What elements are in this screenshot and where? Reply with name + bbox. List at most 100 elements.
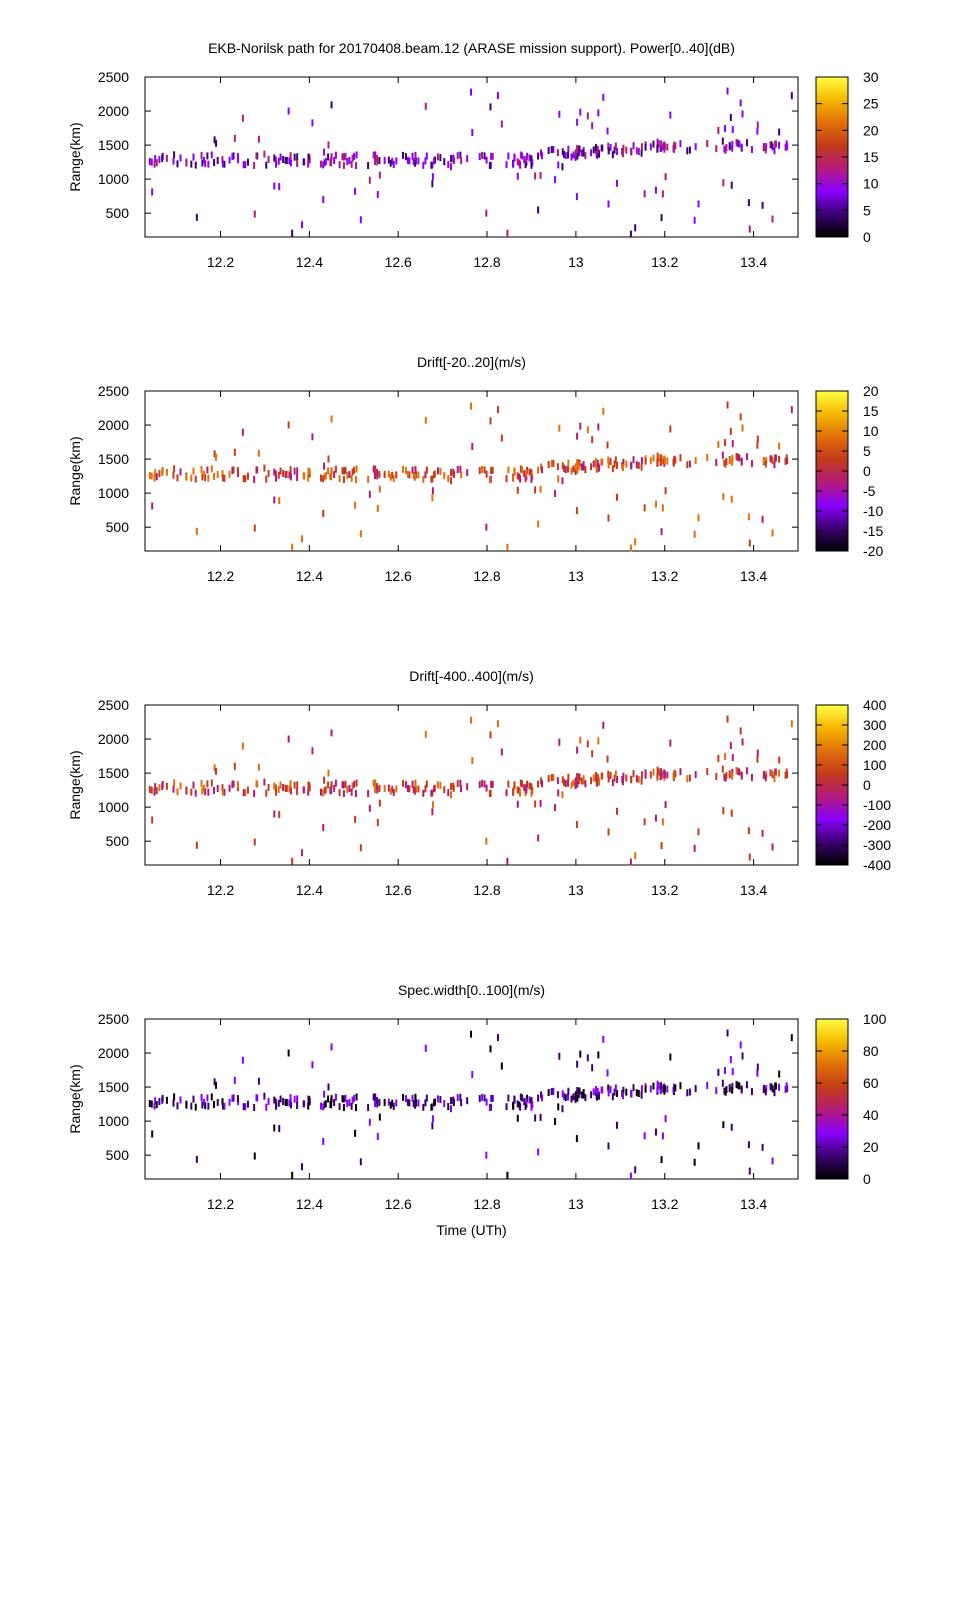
echo-mark [342, 467, 345, 475]
echo-mark [471, 757, 474, 765]
echo-mark [663, 771, 666, 779]
echo-mark [376, 190, 379, 198]
echo-mark [586, 112, 589, 120]
echo-mark [507, 1094, 510, 1102]
echo-mark [724, 1067, 727, 1075]
colorbar-tick-label: 10 [863, 176, 879, 192]
echo-mark [342, 1104, 345, 1112]
echo-mark [485, 156, 488, 164]
echo-mark [278, 811, 281, 819]
echo-mark [387, 784, 390, 792]
echo-mark [615, 807, 618, 815]
echo-mark [425, 1094, 428, 1102]
echo-mark [577, 463, 580, 471]
echo-mark [550, 774, 553, 782]
echo-mark [233, 448, 236, 456]
echo-mark [334, 151, 337, 159]
echo-mark [643, 818, 646, 826]
echo-mark [506, 543, 509, 551]
echo-mark [547, 461, 550, 469]
echo-mark [241, 1056, 244, 1064]
echo-mark [722, 179, 725, 187]
echo-mark [173, 151, 176, 159]
echo-mark [771, 771, 774, 779]
echo-mark [506, 857, 509, 865]
colorbar-tick-label: 10 [863, 423, 879, 439]
echo-mark [686, 147, 689, 155]
echo-mark [607, 770, 610, 778]
echo-mark [735, 1080, 738, 1088]
echo-mark [449, 163, 452, 171]
echo-mark [278, 1125, 281, 1133]
echo-mark [580, 777, 583, 785]
echo-mark [652, 454, 655, 462]
echo-mark [202, 784, 205, 792]
echo-mark [643, 504, 646, 512]
echo-mark [621, 464, 624, 472]
echo-mark [562, 150, 565, 158]
echo-mark [459, 465, 462, 473]
echo-mark [350, 788, 353, 796]
echo-mark [686, 461, 689, 469]
echo-mark [412, 1099, 415, 1107]
echo-mark [537, 780, 540, 788]
echo-mark [574, 149, 577, 157]
echo-mark [334, 465, 337, 473]
echo-mark [338, 475, 341, 483]
echo-mark [728, 143, 731, 151]
echo-mark [338, 1103, 341, 1111]
echo-mark [490, 152, 493, 160]
echo-mark [784, 143, 787, 151]
echo-mark [554, 1118, 557, 1126]
echo-mark [763, 770, 766, 778]
echo-mark [392, 788, 395, 796]
echo-mark [327, 467, 330, 475]
echo-mark [350, 160, 353, 168]
echo-mark [439, 1096, 442, 1104]
echo-mark [307, 467, 310, 475]
echo-mark [190, 160, 193, 168]
echo-mark [433, 471, 436, 479]
echo-mark [296, 1101, 299, 1109]
echo-mark [424, 1044, 427, 1052]
echo-mark [785, 454, 788, 462]
echo-mark [253, 1104, 256, 1112]
echo-mark [485, 784, 488, 792]
echo-mark [576, 152, 579, 160]
echo-mark [584, 780, 587, 788]
echo-mark [342, 790, 345, 798]
echo-mark [173, 779, 176, 787]
echo-mark [289, 787, 292, 795]
echo-mark [784, 771, 787, 779]
echo-mark [215, 767, 218, 775]
echo-mark [771, 457, 774, 465]
echo-mark [223, 474, 226, 482]
echo-mark [293, 467, 296, 475]
echo-mark [521, 466, 524, 474]
echo-mark [206, 152, 209, 160]
echo-mark [221, 470, 224, 478]
echo-mark [534, 172, 537, 180]
echo-mark [530, 1103, 533, 1111]
echo-mark [342, 781, 345, 789]
echo-mark [284, 156, 287, 164]
echo-mark [253, 1152, 256, 1160]
echo-mark [725, 144, 728, 152]
echo-mark [730, 1123, 733, 1131]
echo-mark [333, 785, 336, 793]
echo-mark [576, 1087, 579, 1095]
echo-mark [613, 1088, 616, 1096]
echo-mark [601, 144, 604, 152]
echo-mark [355, 779, 358, 787]
echo-mark [725, 1086, 728, 1094]
echo-mark [376, 504, 379, 512]
echo-mark [567, 773, 570, 781]
echo-mark [368, 176, 371, 184]
y-tick-label: 2000 [98, 103, 129, 119]
echo-mark [613, 774, 616, 782]
echo-mark [210, 465, 213, 473]
echo-mark [430, 1103, 433, 1111]
echo-mark [740, 771, 743, 779]
echo-mark [179, 782, 182, 790]
y-tick-label: 1500 [98, 765, 129, 781]
